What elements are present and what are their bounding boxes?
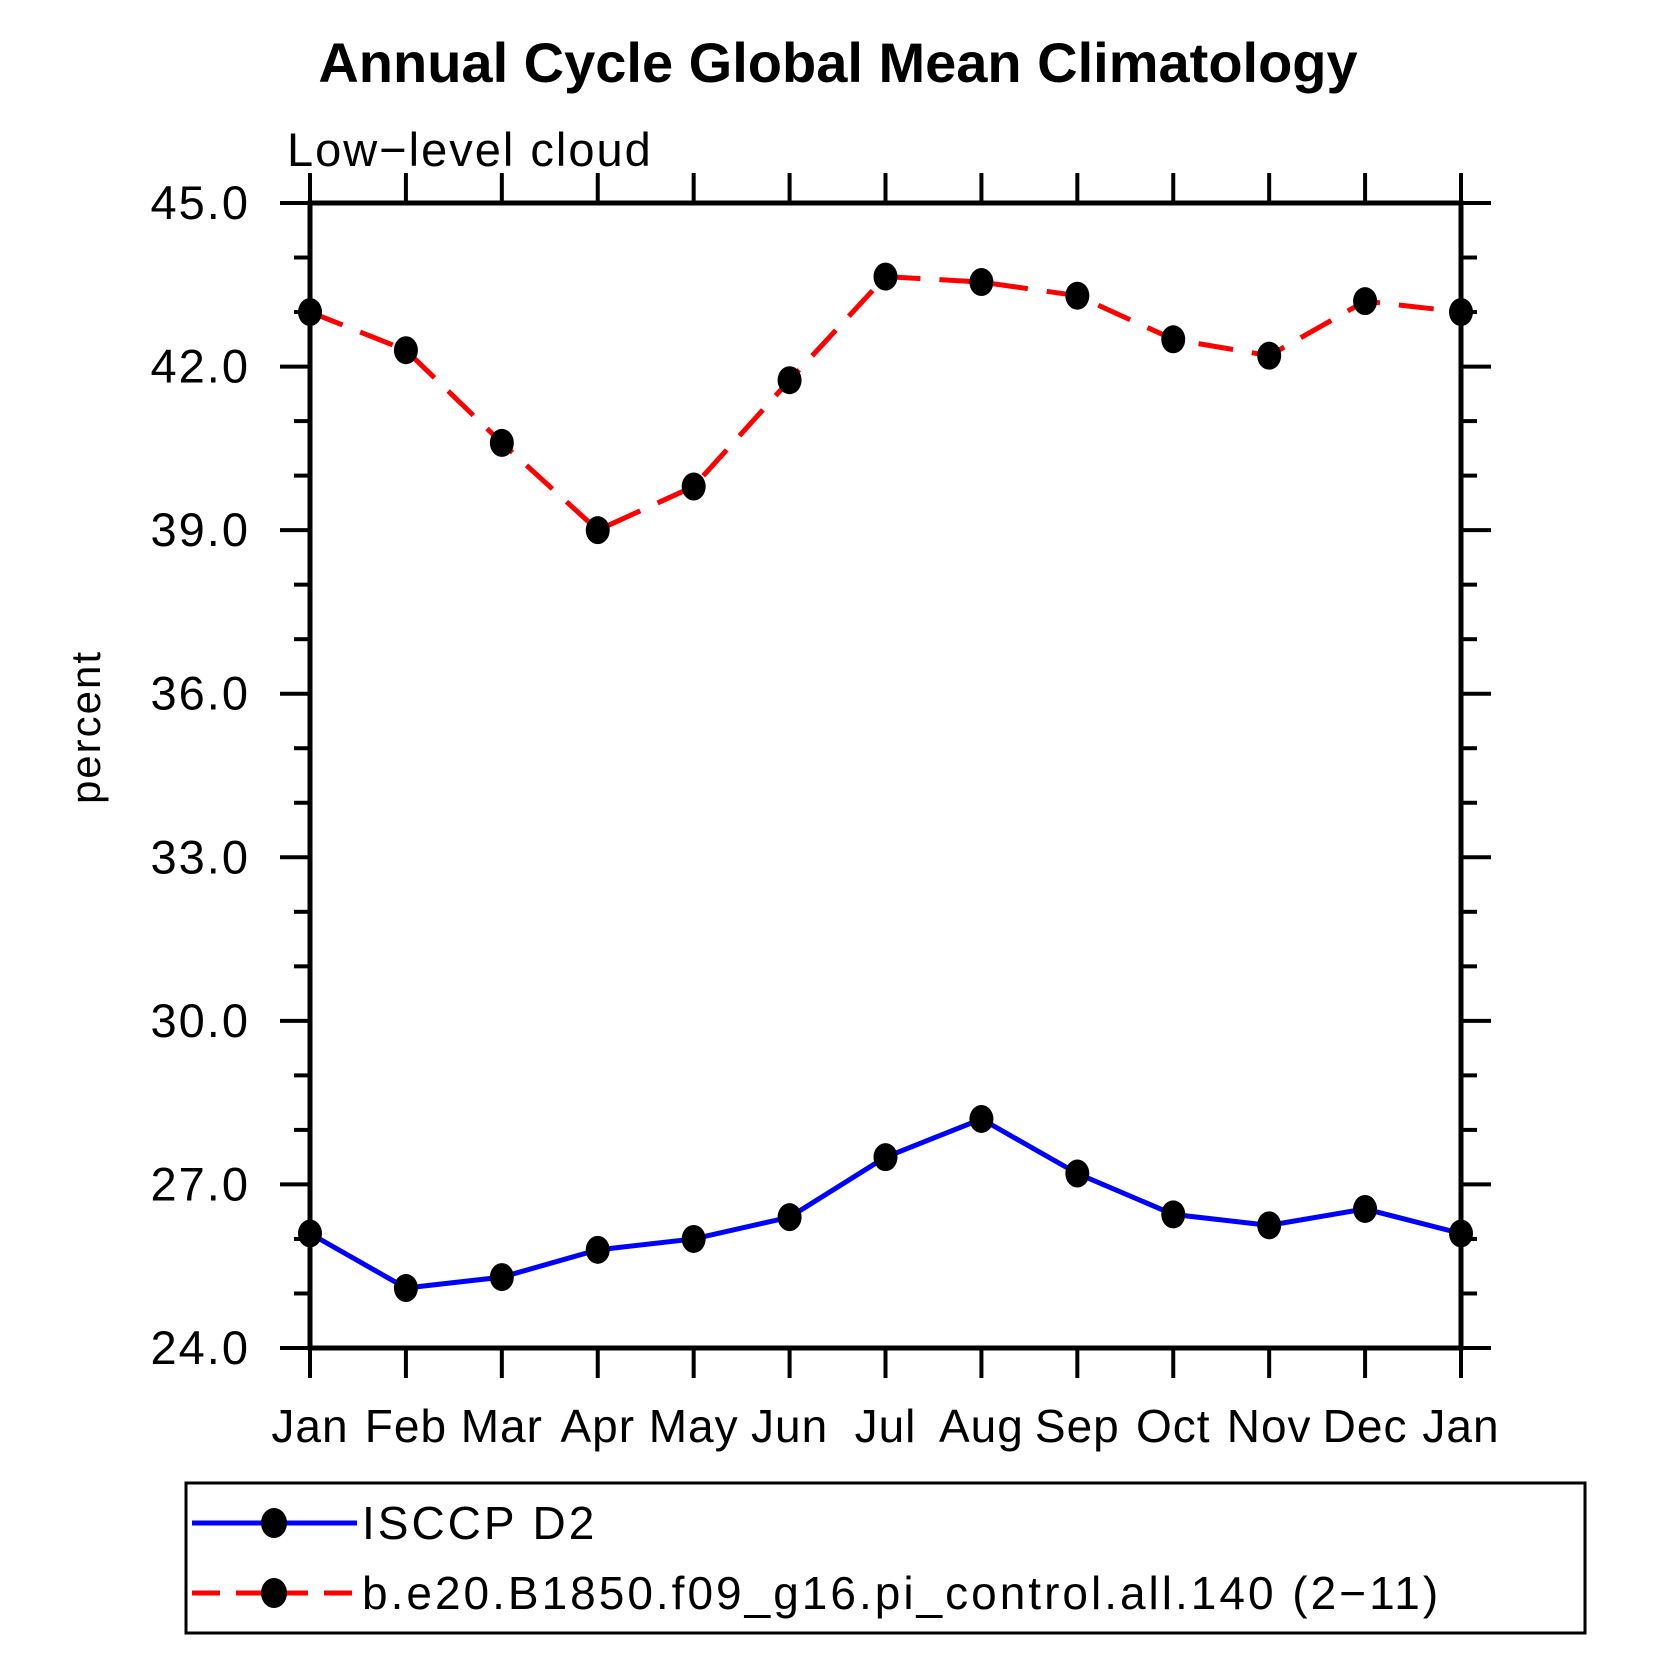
data-point (777, 1203, 802, 1232)
y-tick-label: 39.0 (151, 503, 250, 556)
data-point (969, 1105, 994, 1133)
y-tick-label: 27.0 (151, 1157, 250, 1210)
x-tick-label: Dec (1323, 1400, 1408, 1452)
data-point (1353, 1194, 1378, 1223)
x-tick-label: Sep (1035, 1400, 1120, 1452)
axes-layer: Jan Feb Mar Apr May Jun Jul Aug Sep Oct Nov Dec Jan 2… (151, 173, 1499, 1452)
data-point (1065, 281, 1090, 310)
x-tick-label: Jun (751, 1400, 828, 1452)
data-point (1449, 298, 1473, 327)
series-layer (298, 262, 1473, 1303)
x-tick-label: Jul (855, 1400, 917, 1452)
chart-title: Annual Cycle Global Mean Climatology (318, 31, 1357, 94)
y-axis-title: percent (62, 650, 109, 804)
data-point (489, 428, 514, 457)
data-point (1257, 1211, 1282, 1240)
data-point (1353, 287, 1378, 316)
x-tick-label: Mar (461, 1400, 543, 1452)
x-tick-label: May (649, 1400, 739, 1452)
x-tick-label: Jan (1422, 1400, 1499, 1452)
data-point (393, 336, 418, 365)
series-line-model (309, 274, 1462, 534)
legend-marker-model (261, 1578, 287, 1608)
legend-marker-isccp-d2 (261, 1508, 287, 1538)
y-tick-label: 45.0 (151, 176, 250, 229)
x-tick-label: Oct (1136, 1400, 1211, 1452)
data-point (489, 1263, 514, 1292)
data-point (1257, 341, 1282, 370)
data-point (969, 268, 994, 297)
data-point (585, 1235, 610, 1264)
data-point (585, 516, 610, 545)
x-tick-label: Feb (365, 1400, 447, 1452)
data-point (393, 1274, 418, 1303)
x-tick-label: Nov (1227, 1400, 1312, 1452)
x-tick-label: Aug (939, 1400, 1024, 1452)
data-point (298, 298, 322, 327)
data-point (681, 472, 706, 501)
y-tick-label: 36.0 (151, 667, 250, 720)
data-point (777, 366, 802, 395)
legend: ISCCP D2 b.e20.B1850.f09_g16.pi_control.… (184, 1481, 1587, 1635)
data-point (1449, 1219, 1473, 1248)
y-tick-label: 24.0 (151, 1321, 250, 1374)
legend-label-isccp-d2: ISCCP D2 (362, 1497, 597, 1549)
x-tick-label: Jan (271, 1400, 348, 1452)
plot-frame (307, 200, 1464, 1351)
data-point (1161, 1200, 1186, 1229)
chart-subtitle: Low−level cloud (287, 123, 653, 176)
data-point (873, 262, 898, 291)
legend-label-model: b.e20.B1850.f09_g16.pi_control.all.140 (… (362, 1567, 1441, 1619)
data-point (681, 1224, 706, 1253)
data-point (873, 1143, 898, 1172)
x-tick-label: Apr (560, 1400, 635, 1452)
y-tick-label: 33.0 (151, 830, 250, 883)
data-point (1065, 1159, 1090, 1188)
data-point (1161, 325, 1186, 354)
data-point (298, 1219, 322, 1248)
y-tick-label: 42.0 (151, 340, 250, 393)
y-tick-label: 30.0 (151, 994, 250, 1047)
legend-box (184, 1481, 1587, 1635)
